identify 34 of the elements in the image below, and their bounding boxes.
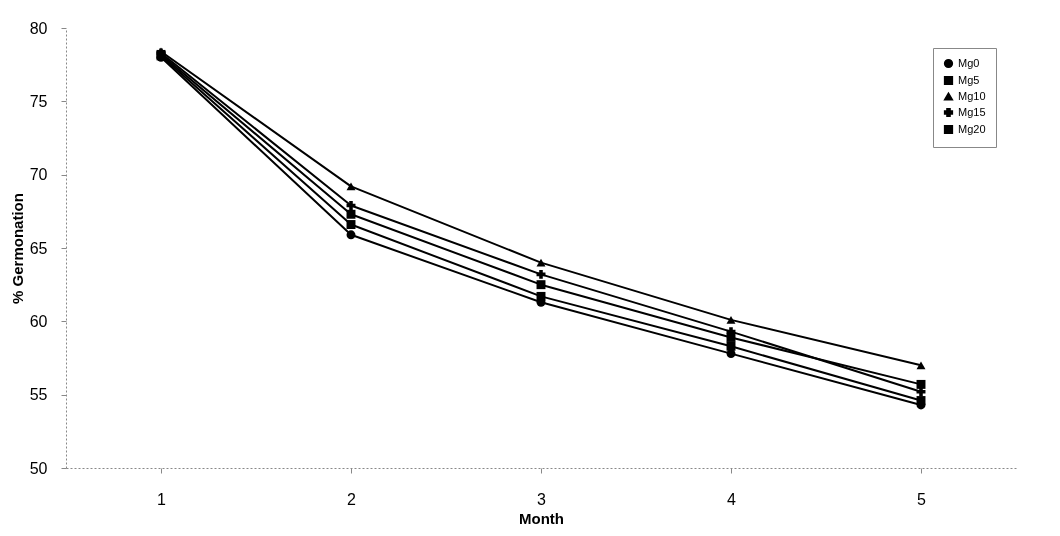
x-axis-title: Month <box>519 509 564 527</box>
point <box>916 396 926 406</box>
point <box>726 332 736 342</box>
legend-label: Mg20 <box>958 122 986 135</box>
y-tick-label: 60 <box>29 312 48 330</box>
legend-label: Mg10 <box>958 89 986 102</box>
y-tick-label: 50 <box>29 459 48 477</box>
point <box>536 269 546 279</box>
y-tick-label: 80 <box>29 19 48 37</box>
point <box>536 291 546 301</box>
point <box>916 361 926 370</box>
y-tick-label: 65 <box>29 239 48 257</box>
legend-label: Mg15 <box>958 105 986 118</box>
y-axis-title: % Germonation <box>8 193 26 304</box>
legend-label: Mg0 <box>958 56 980 69</box>
x-tick-label: 4 <box>727 490 737 508</box>
point <box>346 182 356 191</box>
point <box>536 258 546 267</box>
point <box>726 315 736 324</box>
point <box>346 200 356 210</box>
x-tick-label: 3 <box>537 490 547 508</box>
y-tick-label: 75 <box>29 92 48 110</box>
point <box>726 341 736 351</box>
x-tick-label: 1 <box>157 490 167 508</box>
y-tick-label: 70 <box>29 166 48 184</box>
point <box>346 230 356 240</box>
legend-label: Mg5 <box>958 73 980 86</box>
x-tick-label: 5 <box>917 490 927 508</box>
point <box>346 220 356 230</box>
point <box>536 280 546 290</box>
y-tick-label: 55 <box>29 386 48 404</box>
point <box>916 379 926 389</box>
point <box>346 209 356 219</box>
x-tick-label: 2 <box>347 490 357 508</box>
